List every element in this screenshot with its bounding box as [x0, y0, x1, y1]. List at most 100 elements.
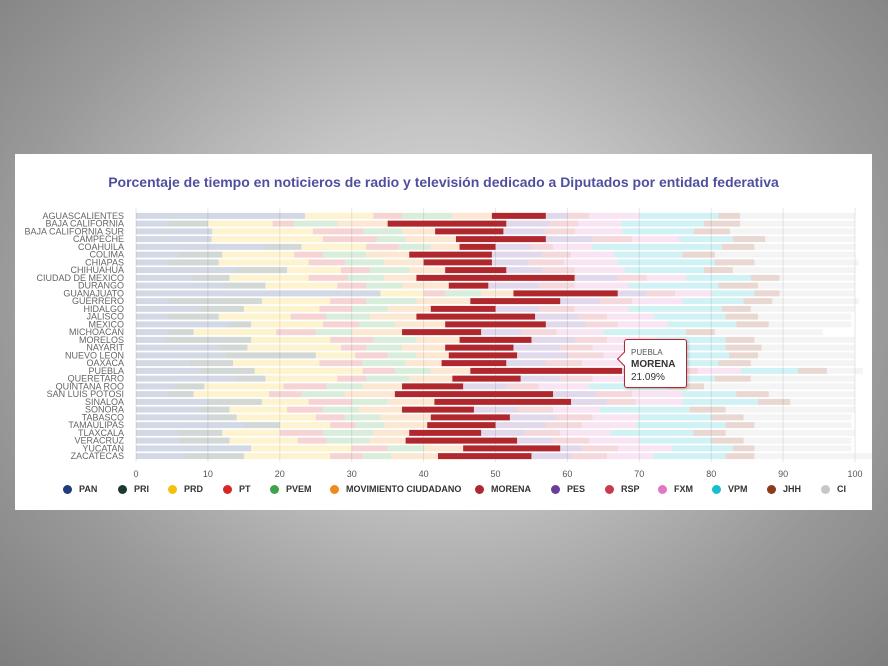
bar-pri[interactable] [186, 453, 244, 460]
bar-prd[interactable] [207, 220, 273, 227]
bar-pan[interactable] [136, 391, 169, 398]
bar-vpm[interactable] [740, 367, 799, 374]
bar-fxm[interactable] [574, 267, 625, 274]
bar-movimiento-ciudadano[interactable] [387, 398, 435, 405]
bar-pvem[interactable] [358, 321, 395, 328]
bar-fxm[interactable] [553, 243, 593, 250]
bar-pvem[interactable] [387, 352, 417, 359]
bar-rsp[interactable] [567, 352, 604, 359]
bar-ci[interactable] [757, 352, 855, 359]
bar-fxm[interactable] [617, 321, 669, 328]
bar-movimiento-ciudadano[interactable] [481, 290, 514, 297]
bar-pri[interactable] [164, 336, 252, 343]
bar-pes[interactable] [495, 422, 546, 429]
bar-pvem[interactable] [326, 383, 363, 390]
bar-pes[interactable] [491, 259, 528, 266]
bar-prd[interactable] [193, 391, 270, 398]
bar-vpm[interactable] [622, 228, 694, 235]
bar-ci[interactable] [729, 228, 855, 235]
bar-morena[interactable] [416, 274, 575, 281]
bar-pt[interactable] [272, 220, 295, 227]
bar-pri[interactable] [200, 305, 244, 312]
bar-pvem[interactable] [445, 290, 482, 297]
bar-fxm[interactable] [575, 228, 623, 235]
bar-rsp[interactable] [596, 391, 633, 398]
bar-fxm[interactable] [632, 236, 679, 243]
bar-pan[interactable] [136, 329, 169, 336]
bar-movimiento-ciudadano[interactable] [380, 414, 431, 421]
bar-pes[interactable] [560, 445, 582, 452]
bar-pvem[interactable] [322, 429, 374, 436]
bar-prd[interactable] [261, 398, 309, 405]
bar-movimiento-ciudadano[interactable] [391, 453, 438, 460]
bar-jhh[interactable] [721, 305, 751, 312]
bar-pes[interactable] [535, 313, 579, 320]
bar-jhh[interactable] [721, 243, 755, 250]
bar-morena[interactable] [455, 236, 546, 243]
bar-pes[interactable] [545, 236, 593, 243]
bar-morena[interactable] [409, 251, 492, 258]
bar-pri[interactable] [168, 298, 262, 305]
bar-vpm[interactable] [682, 391, 737, 398]
bar-ci[interactable] [757, 282, 855, 289]
bar-pes[interactable] [531, 453, 571, 460]
bar-prd[interactable] [211, 236, 323, 243]
bar-pt[interactable] [355, 352, 388, 359]
bar-ci[interactable] [743, 437, 852, 444]
bar-fxm[interactable] [617, 445, 672, 452]
bar-pes[interactable] [545, 212, 568, 219]
bar-movimiento-ciudadano[interactable] [384, 422, 428, 429]
bar-pt[interactable] [322, 321, 359, 328]
bar-vpm[interactable] [711, 290, 755, 297]
bar-pri[interactable] [218, 344, 248, 351]
bar-prd[interactable] [279, 422, 331, 429]
bar-movimiento-ciudadano[interactable] [416, 298, 471, 305]
bar-pri[interactable] [243, 422, 280, 429]
bar-rsp[interactable] [538, 282, 575, 289]
bar-pt[interactable] [340, 344, 367, 351]
bar-pes[interactable] [574, 274, 618, 281]
bar-movimiento-ciudadano[interactable] [416, 352, 449, 359]
bar-rsp[interactable] [585, 321, 618, 328]
bar-movimiento-ciudadano[interactable] [351, 329, 403, 336]
bar-vpm[interactable] [682, 398, 758, 405]
bar-ci[interactable] [725, 429, 855, 436]
bar-pri[interactable] [168, 220, 208, 227]
bar-vpm[interactable] [671, 445, 733, 452]
bar-rsp[interactable] [553, 437, 589, 444]
bar-fxm[interactable] [632, 298, 683, 305]
bar-jhh[interactable] [718, 360, 751, 367]
bar-vpm[interactable] [653, 453, 726, 460]
bar-jhh[interactable] [725, 344, 762, 351]
bar-rsp[interactable] [517, 406, 554, 413]
bar-rsp[interactable] [506, 383, 539, 390]
legend-item-rsp[interactable]: RSP [605, 484, 640, 494]
bar-pvem[interactable] [362, 360, 406, 367]
bar-pvem[interactable] [394, 367, 431, 374]
bar-pvem[interactable] [326, 437, 370, 444]
bar-pvem[interactable] [355, 422, 385, 429]
bar-movimiento-ciudadano[interactable] [409, 267, 446, 274]
bar-movimiento-ciudadano[interactable] [394, 321, 446, 328]
bar-pan[interactable] [136, 228, 213, 235]
bar-pri[interactable] [193, 274, 230, 281]
legend-item-prd[interactable]: PRD [168, 484, 203, 494]
bar-ci[interactable] [754, 336, 855, 343]
bar-ci[interactable] [768, 391, 855, 398]
bar-rsp[interactable] [560, 375, 593, 382]
bar-pan[interactable] [136, 243, 266, 250]
bar-pt[interactable] [276, 329, 316, 336]
bar-rsp[interactable] [570, 453, 607, 460]
bar-pvem[interactable] [294, 220, 338, 227]
bar-jhh[interactable] [686, 329, 715, 336]
bar-fxm[interactable] [553, 406, 600, 413]
bar-pes[interactable] [517, 352, 568, 359]
bar-pt[interactable] [330, 298, 367, 305]
bar-ci[interactable] [704, 383, 855, 390]
bar-pes[interactable] [513, 344, 561, 351]
bar-morena[interactable] [402, 383, 464, 390]
bar-pvem[interactable] [362, 453, 392, 460]
bar-vpm[interactable] [639, 414, 712, 421]
bar-pvem[interactable] [366, 344, 403, 351]
bar-fxm[interactable] [581, 360, 633, 367]
